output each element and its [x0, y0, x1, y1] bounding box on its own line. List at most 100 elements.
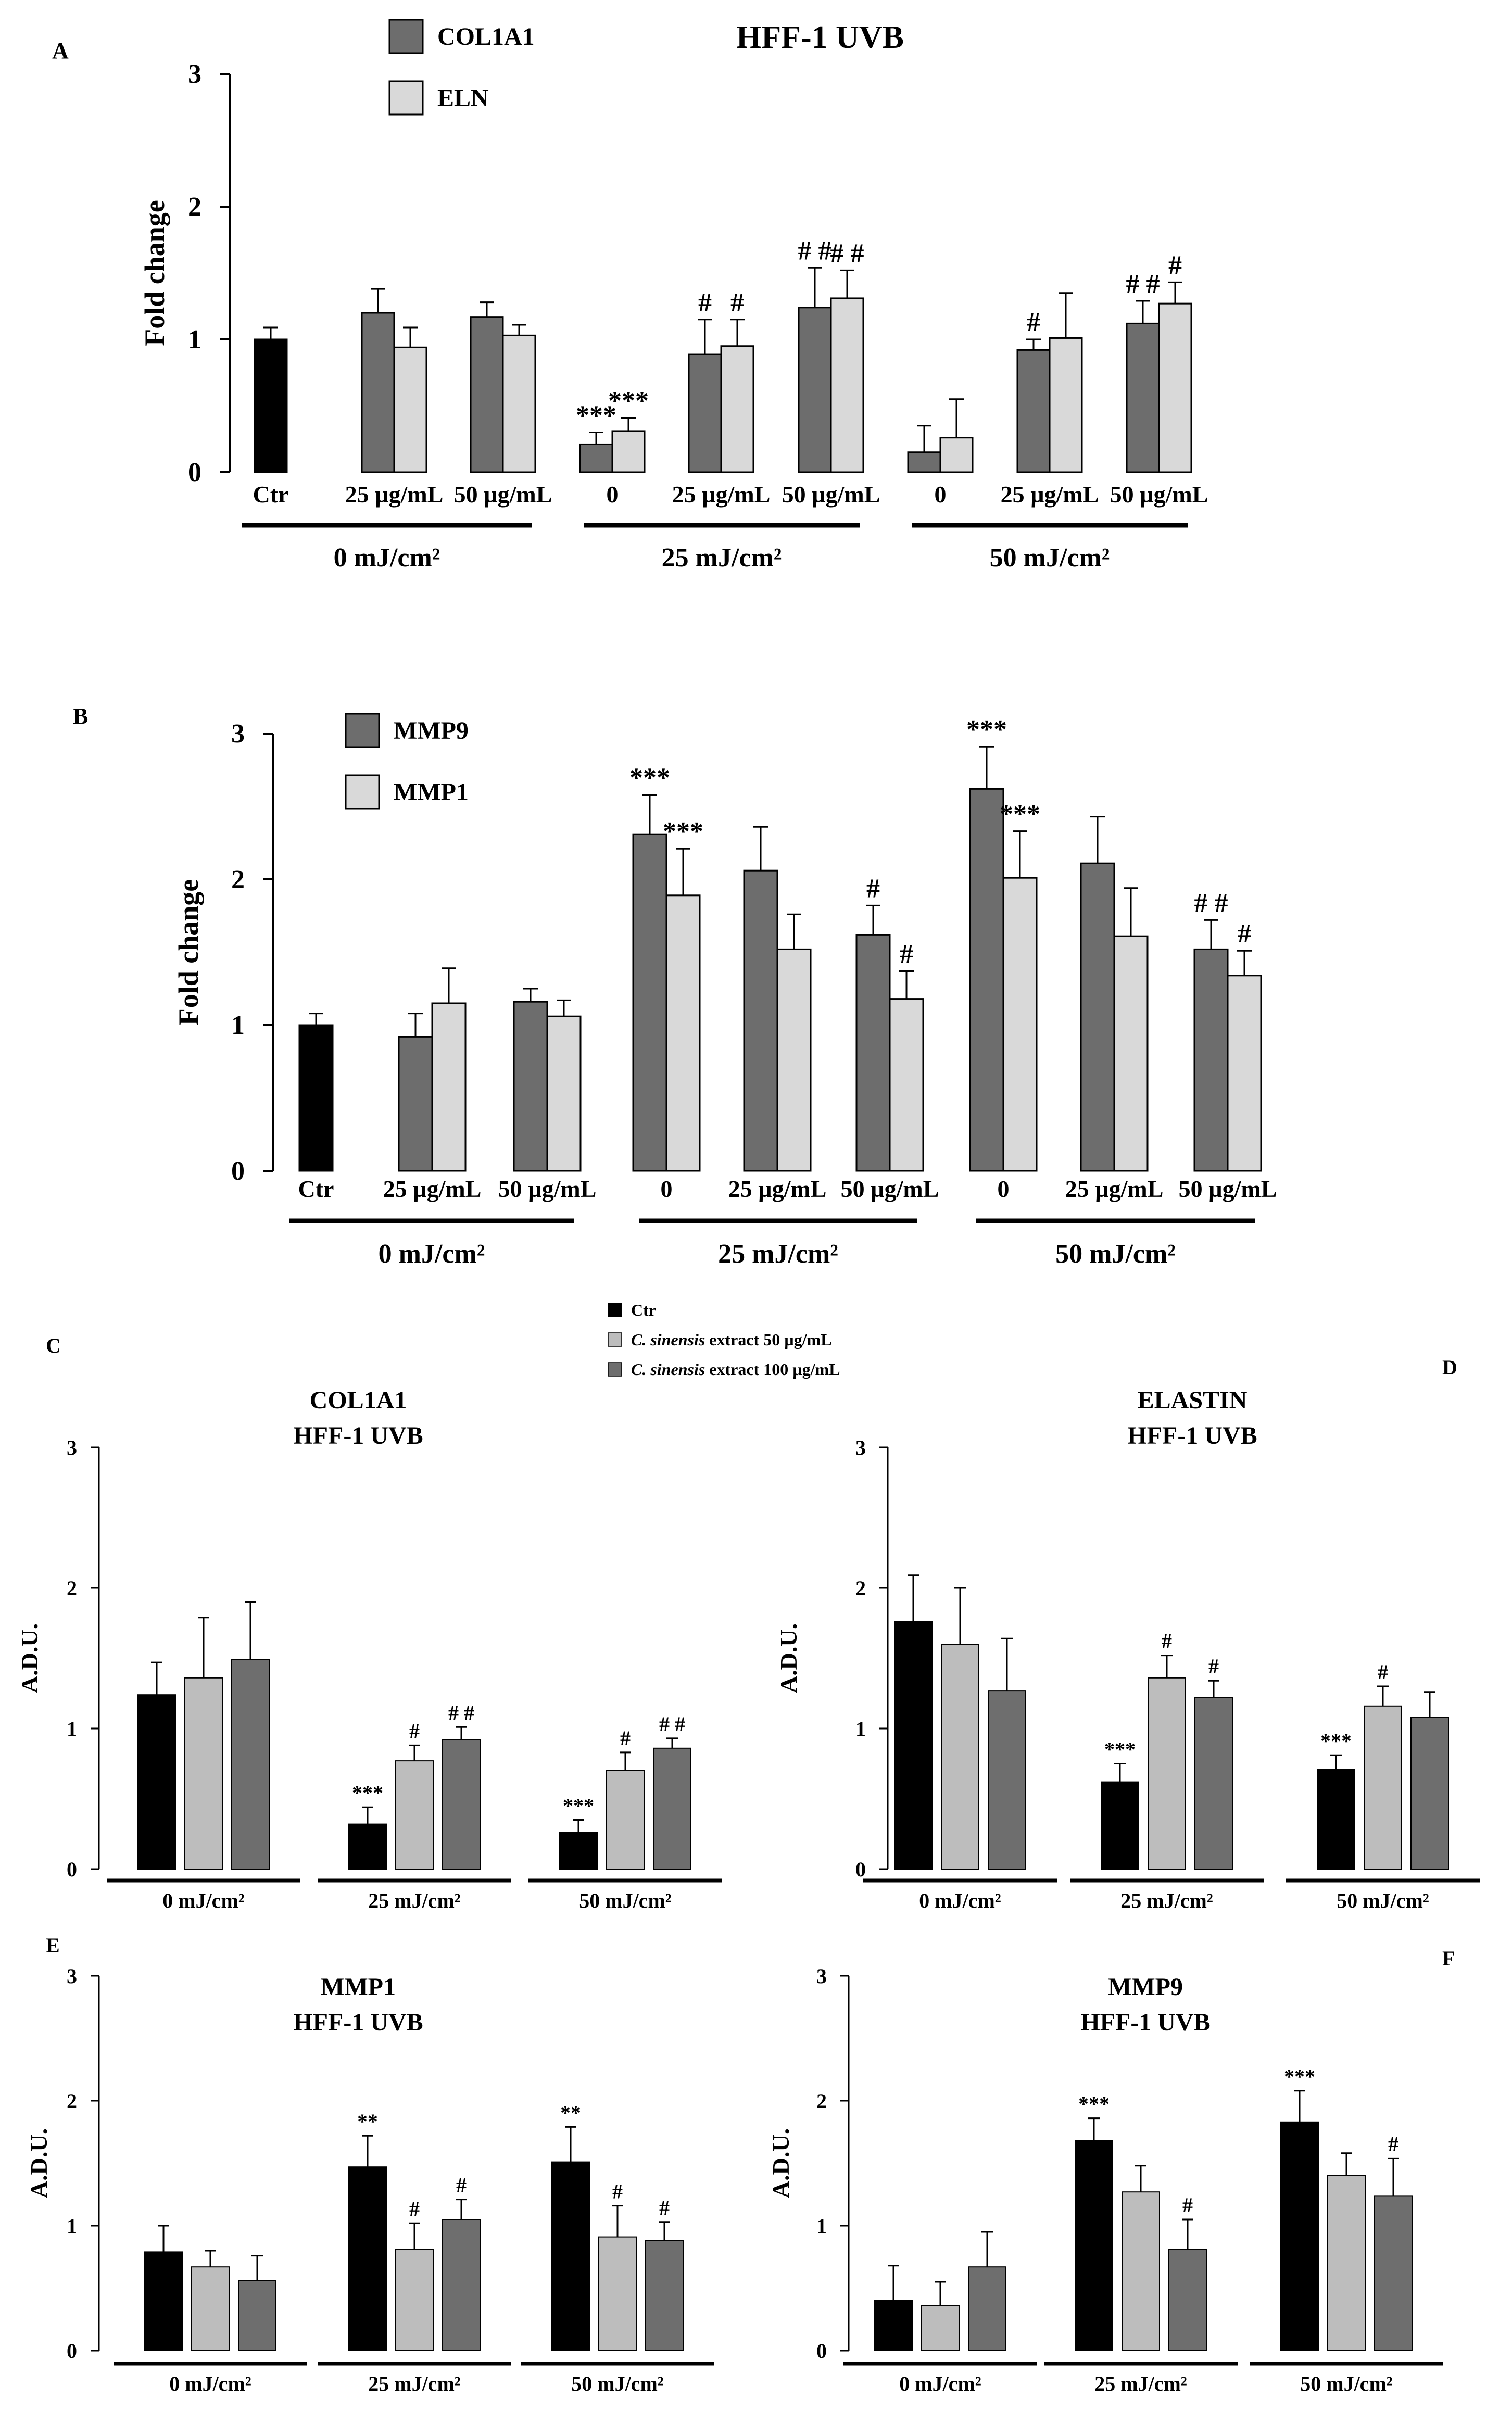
- significance-mark: #: [1027, 308, 1040, 337]
- dose-label: 25 mJ/cm²: [1120, 1889, 1213, 1912]
- significance-mark: #: [1238, 919, 1251, 949]
- significance-mark: # #: [798, 236, 832, 266]
- dose-label: 50 mJ/cm²: [579, 1889, 672, 1912]
- significance-mark: # #: [659, 1712, 685, 1736]
- y-tick-label: 1: [855, 1717, 866, 1740]
- bar: [894, 1621, 933, 1870]
- category-label: 50 µg/mL: [1110, 481, 1208, 508]
- y-tick-label: 1: [816, 2214, 827, 2238]
- significance-mark: #: [1388, 2132, 1398, 2155]
- bar: [1126, 322, 1160, 473]
- significance-mark: # #: [1194, 888, 1228, 918]
- y-axis-label: A.D.U.: [16, 1623, 43, 1693]
- legend-label-eln: ELN: [437, 84, 489, 112]
- panel-letter: E: [46, 1934, 60, 1957]
- bar: [688, 353, 722, 473]
- significance-mark: ***: [1104, 1738, 1136, 1761]
- bar: [907, 451, 941, 473]
- bar: [874, 2300, 913, 2351]
- bar: [442, 1739, 481, 1870]
- bar: [184, 1677, 223, 1870]
- figure-title: HFF-1 UVB: [736, 20, 904, 55]
- y-tick-label: 3: [855, 1436, 866, 1459]
- significance-mark: #: [1208, 1655, 1219, 1678]
- bar: [361, 312, 395, 473]
- dose-label: 50 mJ/cm²: [571, 2372, 664, 2395]
- bar: [559, 1832, 598, 1870]
- bar: [598, 2236, 637, 2352]
- bar: [1122, 2191, 1160, 2352]
- legend-swatch-mmp9: [345, 713, 380, 748]
- bar: [231, 1659, 270, 1870]
- bar: [1364, 1705, 1402, 1870]
- significance-mark: #: [698, 288, 712, 318]
- significance-mark: #: [1378, 1660, 1388, 1684]
- significance-mark: # #: [830, 238, 864, 268]
- legend-swatch-100: [608, 1362, 622, 1377]
- legend-swatch-col1a1: [388, 19, 424, 54]
- significance-mark: #: [620, 1726, 631, 1750]
- legend-label-mmp9: MMP9: [394, 717, 469, 745]
- bar: [1280, 2121, 1319, 2352]
- bar: [1049, 337, 1083, 473]
- bar: [1327, 2175, 1366, 2351]
- dose-label: 25 mJ/cm²: [1094, 2372, 1187, 2395]
- bar: [1075, 2140, 1113, 2351]
- legend-label-ctr: Ctr: [631, 1301, 656, 1319]
- panel-letter: A: [52, 38, 69, 64]
- y-tick-label: 0: [67, 1858, 77, 1881]
- category-label: Ctr: [298, 1176, 334, 1202]
- panel-b: B 0 1 2 3 Fold change MMP9 MMP1 Ctr 25 µg/mL 50 µg…: [73, 703, 1277, 1269]
- significance-mark: #: [456, 2174, 467, 2197]
- bar: [969, 788, 1004, 1172]
- y-axis-label: Fold change: [139, 200, 170, 346]
- category-label: 25 µg/mL: [672, 481, 771, 508]
- bar: [645, 2240, 684, 2351]
- bar: [1158, 302, 1192, 473]
- bar: [632, 833, 667, 1172]
- bar: [502, 334, 536, 473]
- bar: [1148, 1677, 1186, 1870]
- category-label: 50 µg/mL: [782, 481, 880, 508]
- significance-mark: **: [357, 2110, 378, 2133]
- y-tick-label: 2: [816, 2089, 827, 2113]
- chart-title: MMP1: [321, 1973, 396, 2001]
- legend-label-mmp1: MMP1: [394, 778, 469, 806]
- y-tick-label: 3: [67, 1436, 77, 1459]
- bar: [144, 2251, 183, 2351]
- category-label: 50 µg/mL: [454, 481, 552, 508]
- bar: [653, 1747, 691, 1870]
- category-label: 25 µg/mL: [1001, 481, 1099, 508]
- y-tick-label: 3: [67, 1964, 77, 1988]
- y-tick-label: 2: [855, 1576, 866, 1600]
- category-label: 0: [998, 1176, 1010, 1202]
- bar: [855, 934, 891, 1172]
- bar: [988, 1690, 1026, 1870]
- y-tick-label: 0: [231, 1156, 245, 1186]
- category-label: Ctr: [253, 481, 289, 508]
- chart-title: ELASTIN: [1138, 1386, 1248, 1414]
- category-label: 50 µg/mL: [1179, 1176, 1277, 1202]
- bar: [889, 998, 924, 1172]
- category-label: 0: [607, 481, 619, 508]
- category-label: 0: [935, 481, 947, 508]
- bar: [776, 948, 812, 1172]
- bar: [1002, 877, 1038, 1172]
- y-tick-label: 1: [188, 325, 201, 355]
- bar: [395, 1760, 434, 1870]
- dose-label: 50 mJ/cm²: [990, 543, 1110, 573]
- bar: [298, 1024, 334, 1172]
- bar: [921, 2305, 960, 2352]
- bar: [1317, 1769, 1355, 1870]
- bar: [1101, 1781, 1139, 1870]
- y-tick-label: 2: [231, 865, 245, 894]
- chart-subtitle: HFF-1 UVB: [1127, 1422, 1257, 1449]
- y-axis-label: A.D.U.: [767, 2128, 794, 2198]
- bar: [1374, 2195, 1413, 2351]
- dose-label: 50 mJ/cm²: [1337, 1889, 1429, 1912]
- y-tick-label: 0: [67, 2339, 77, 2363]
- significance-mark: #: [659, 2196, 670, 2219]
- dose-label: 0 mJ/cm²: [919, 1889, 1001, 1912]
- category-label: 50 µg/mL: [841, 1176, 939, 1202]
- dose-label: 0 mJ/cm²: [169, 2372, 251, 2395]
